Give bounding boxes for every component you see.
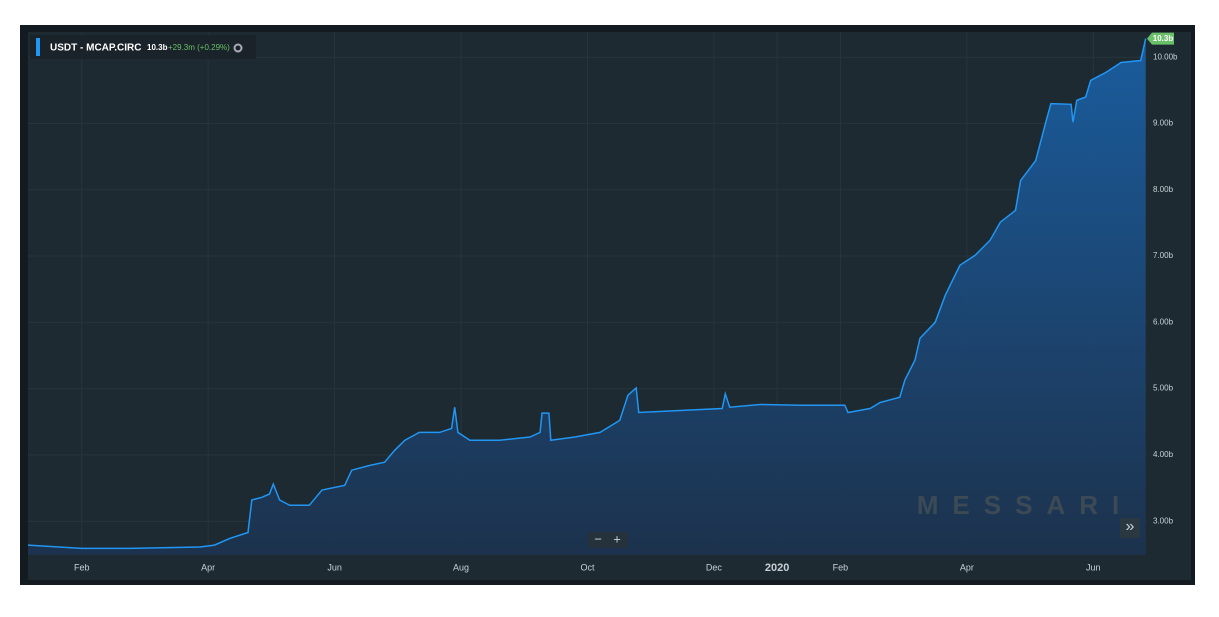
legend-swatch	[36, 38, 40, 56]
last-value-label: 10.3b	[1153, 34, 1174, 43]
y-axis-area	[1147, 32, 1191, 555]
x-tick-label: Aug	[453, 562, 469, 572]
zoom-in[interactable]: +	[613, 531, 621, 546]
y-tick-label: 4.00b	[1153, 450, 1174, 459]
y-tick-label: 5.00b	[1153, 384, 1174, 393]
line	[27, 38, 1147, 550]
x-tick-label: Feb	[74, 562, 90, 572]
y-tick-label: 7.00b	[1153, 251, 1174, 260]
legend-value: 10.3b	[147, 43, 168, 52]
legend-change: +29.3m (+0.29%)	[168, 43, 230, 52]
expand-button[interactable]	[1120, 518, 1140, 538]
area	[28, 38, 1146, 556]
x-tick-label: Jun	[327, 562, 342, 572]
last-value-badge	[1147, 32, 1174, 45]
x-tick-label: Apr	[960, 562, 974, 572]
y-tick-label: 6.00b	[1153, 317, 1174, 326]
y-tick-label: 10.00b	[1153, 52, 1178, 61]
zoom-out[interactable]: −	[594, 531, 602, 546]
legend-title: USDT - MCAP.CIRC	[50, 43, 141, 54]
watermark: MESSARI	[917, 490, 1133, 520]
x-tick-label: Feb	[833, 562, 849, 572]
y-tick-label: 8.00b	[1153, 185, 1174, 194]
x-tick-label: Dec	[706, 562, 723, 572]
y-tick-label: 9.00b	[1153, 119, 1174, 128]
zoom-controls	[588, 532, 628, 548]
x-tick-label: Oct	[580, 562, 595, 572]
x-tick-label: Jun	[1086, 562, 1101, 572]
x-tick-label: Apr	[201, 562, 215, 572]
x-tick-label: 2020	[765, 562, 789, 574]
y-tick-label: 3.00b	[1153, 516, 1174, 525]
x-axis-area	[28, 555, 1191, 580]
legend-box	[30, 35, 256, 59]
settings-icon[interactable]	[233, 43, 243, 53]
expand-icon[interactable]: »	[1126, 518, 1135, 535]
